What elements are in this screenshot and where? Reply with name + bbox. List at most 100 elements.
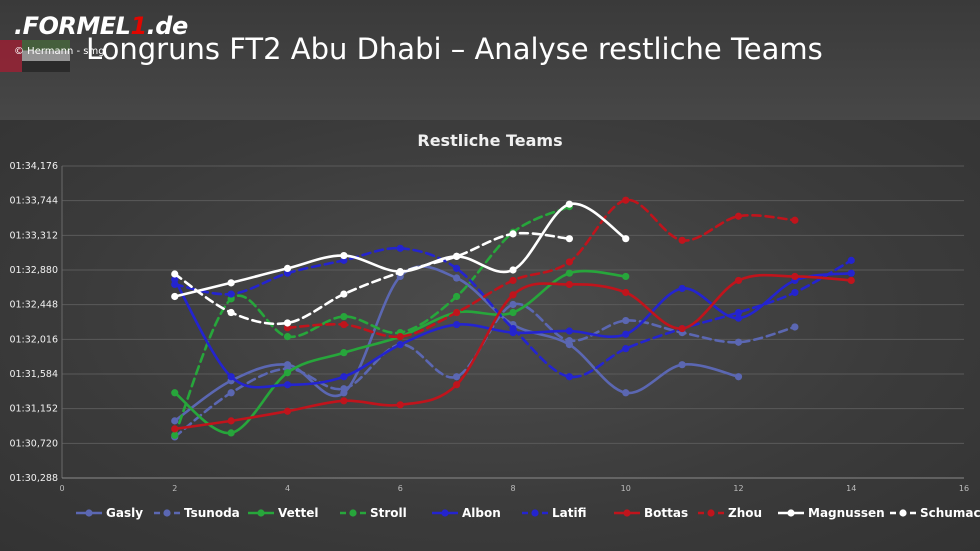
y-tick-label: 01:33,744	[9, 196, 58, 207]
data-point-tsunoda	[622, 316, 630, 325]
flag-graphic	[0, 40, 70, 72]
x-tick-label: 0	[59, 484, 64, 493]
legend-label-vettel: Vettel	[278, 506, 319, 520]
data-point-stroll	[453, 292, 461, 301]
page-title: Longruns FT2 Abu Dhabi – Analyse restlic…	[86, 32, 823, 66]
data-point-schumacher	[340, 290, 348, 298]
data-point-bottas	[622, 288, 630, 297]
data-point-gasly	[622, 389, 630, 397]
data-point-schumacher	[227, 308, 235, 317]
data-point-albon	[734, 314, 743, 322]
legend-marker-vettel	[257, 509, 265, 517]
y-tick-label: 01:30,288	[9, 473, 58, 484]
photo-credit: © Hermann - smg	[14, 46, 105, 57]
data-point-vettel	[227, 429, 235, 437]
x-tick-label: 10	[621, 484, 631, 493]
data-point-magnussen	[340, 251, 348, 260]
series-line-magnussen	[173, 202, 628, 298]
data-point-zhou	[509, 276, 517, 285]
data-point-latifi	[622, 345, 630, 353]
legend-marker-schumacher	[899, 509, 907, 517]
legend-marker-bottas	[623, 509, 631, 517]
data-point-tsunoda	[453, 373, 461, 381]
x-tick-label: 4	[285, 484, 290, 493]
data-point-gasly	[453, 274, 461, 282]
data-point-stroll	[340, 312, 348, 321]
data-point-bottas	[171, 425, 179, 433]
data-point-bottas	[396, 401, 404, 409]
data-point-zhou	[791, 216, 799, 224]
legend-marker-stroll	[349, 509, 357, 517]
data-point-magnussen	[622, 235, 630, 243]
y-tick-label: 01:32,448	[9, 300, 58, 311]
data-point-albon	[847, 269, 855, 277]
data-point-albon	[396, 341, 404, 349]
data-point-tsunoda	[565, 337, 573, 345]
data-point-albon	[453, 320, 461, 329]
data-point-albon	[622, 330, 630, 338]
data-point-latifi	[453, 264, 461, 272]
data-point-zhou	[734, 212, 743, 220]
data-point-schumacher	[509, 230, 517, 238]
data-point-magnussen	[283, 264, 292, 272]
data-point-albon	[283, 381, 292, 389]
legend-marker-tsunoda	[163, 509, 171, 517]
data-point-vettel	[283, 369, 292, 377]
legend-label-zhou: Zhou	[728, 506, 762, 520]
data-point-latifi	[227, 290, 235, 298]
legend-label-magnussen: Magnussen	[808, 506, 885, 520]
data-point-bottas	[847, 276, 855, 285]
y-tick-label: 01:33,312	[9, 230, 58, 241]
data-point-vettel	[565, 269, 573, 277]
legend-label-tsunoda: Tsunoda	[184, 506, 240, 520]
data-point-stroll	[171, 431, 179, 439]
legend-label-albon: Albon	[462, 506, 501, 520]
legend-marker-gasly	[85, 509, 93, 517]
data-point-tsunoda	[227, 389, 235, 397]
data-point-magnussen	[171, 292, 179, 301]
y-tick-label: 01:30,720	[9, 438, 58, 449]
data-point-tsunoda	[509, 300, 517, 309]
legend-marker-latifi	[531, 509, 539, 517]
data-point-albon	[565, 327, 573, 335]
header-band	[0, 0, 980, 120]
series-line-stroll	[173, 205, 571, 437]
data-point-bottas	[565, 280, 573, 289]
data-point-latifi	[171, 280, 179, 289]
data-point-zhou	[565, 258, 573, 266]
data-point-bottas	[509, 291, 517, 299]
legend-label-stroll: Stroll	[370, 506, 407, 520]
data-point-tsunoda	[734, 338, 743, 346]
chart-title: Restliche Teams	[417, 131, 563, 150]
legend-label-latifi: Latifi	[552, 506, 587, 520]
data-point-latifi	[791, 288, 799, 297]
data-point-zhou	[396, 333, 404, 341]
series-line-zhou	[286, 198, 797, 339]
data-point-zhou	[340, 320, 348, 329]
data-point-schumacher	[565, 235, 573, 243]
data-point-albon	[678, 284, 686, 293]
data-point-vettel	[171, 389, 179, 397]
x-tick-label: 12	[733, 484, 743, 493]
y-tick-label: 01:31,152	[9, 404, 58, 415]
x-tick-label: 14	[846, 484, 856, 493]
data-point-zhou	[678, 236, 686, 244]
legend-label-bottas: Bottas	[644, 506, 688, 520]
data-point-schumacher	[283, 319, 292, 327]
data-point-zhou	[453, 308, 461, 317]
data-point-magnussen	[565, 200, 573, 208]
legend-marker-magnussen	[787, 509, 795, 517]
data-point-magnussen	[509, 266, 517, 274]
data-point-magnussen	[227, 279, 235, 287]
data-point-latifi	[847, 256, 855, 264]
data-point-vettel	[340, 349, 348, 357]
data-point-vettel	[622, 272, 630, 281]
x-tick-label: 2	[172, 484, 177, 493]
y-tick-label: 01:32,880	[9, 265, 58, 276]
data-point-albon	[340, 373, 348, 381]
data-point-bottas	[734, 276, 743, 285]
data-point-bottas	[791, 272, 799, 281]
y-tick-label: 01:31,584	[9, 369, 58, 380]
data-point-schumacher	[453, 252, 461, 260]
site-logo[interactable]: .FORMEL1.de	[14, 12, 188, 40]
